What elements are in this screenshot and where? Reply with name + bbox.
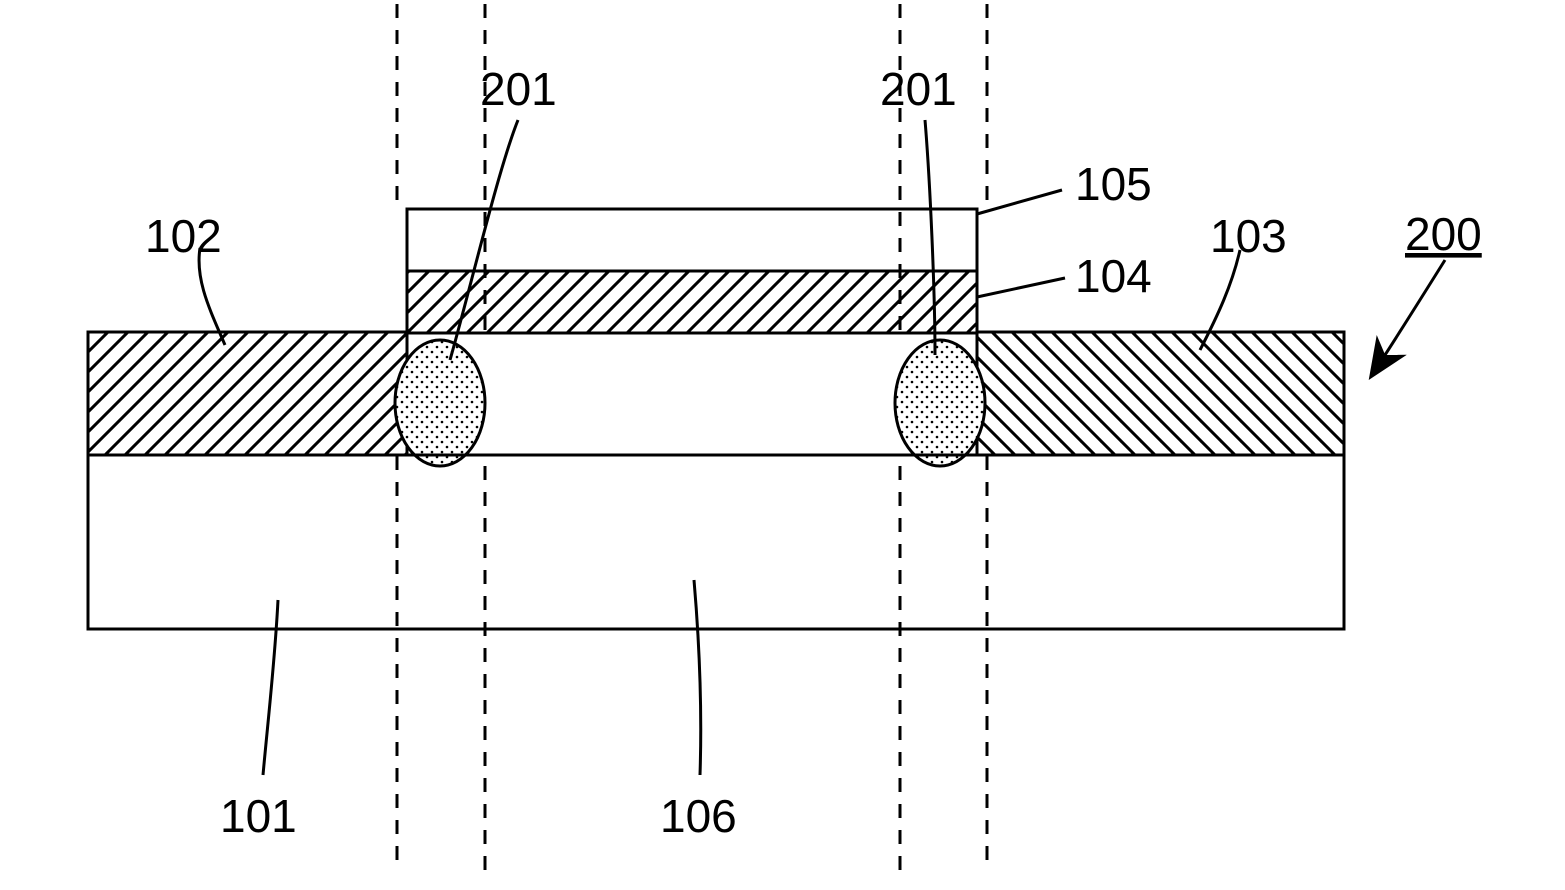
label-106: 106 — [660, 790, 737, 842]
channel-region — [407, 332, 977, 455]
gate-region — [407, 209, 977, 271]
device-label-arrow — [1372, 260, 1445, 375]
gate-oxide-region — [407, 271, 977, 333]
label-201-right: 201 — [880, 63, 957, 115]
source-region — [88, 332, 407, 455]
label-101: 101 — [220, 790, 297, 842]
label-102: 102 — [145, 210, 222, 262]
label-201-left: 201 — [480, 63, 557, 115]
label-104: 104 — [1075, 250, 1152, 302]
transistor-cross-section-diagram: 201 201 105 104 102 103 101 106 200 — [0, 0, 1565, 890]
label-103: 103 — [1210, 210, 1287, 262]
drain-region — [977, 332, 1344, 455]
implant-left — [395, 340, 485, 466]
label-200: 200 — [1405, 208, 1482, 260]
implant-right — [895, 340, 985, 466]
label-105: 105 — [1075, 158, 1152, 210]
